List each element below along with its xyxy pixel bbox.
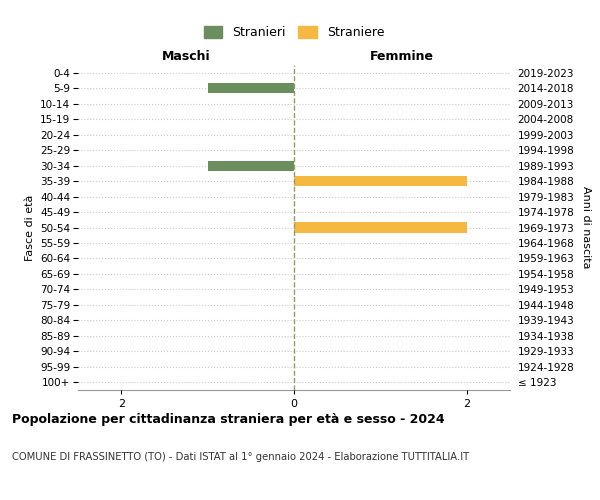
Text: Popolazione per cittadinanza straniera per età e sesso - 2024: Popolazione per cittadinanza straniera p… — [12, 412, 445, 426]
Y-axis label: Fasce di età: Fasce di età — [25, 194, 35, 260]
Bar — [208, 83, 294, 93]
Y-axis label: Anni di nascita: Anni di nascita — [581, 186, 591, 269]
Text: Femmine: Femmine — [370, 50, 434, 64]
Bar — [294, 176, 467, 186]
Bar — [208, 160, 294, 170]
Text: Maschi: Maschi — [161, 50, 211, 64]
Text: COMUNE DI FRASSINETTO (TO) - Dati ISTAT al 1° gennaio 2024 - Elaborazione TUTTIT: COMUNE DI FRASSINETTO (TO) - Dati ISTAT … — [12, 452, 469, 462]
Bar — [294, 222, 467, 232]
Legend: Stranieri, Straniere: Stranieri, Straniere — [200, 22, 388, 43]
